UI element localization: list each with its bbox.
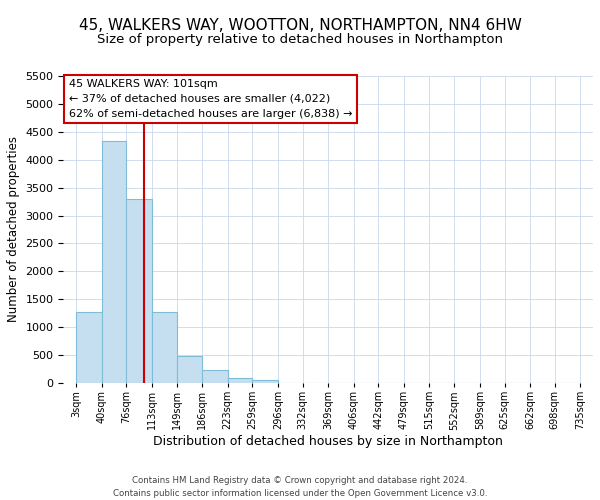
X-axis label: Distribution of detached houses by size in Northampton: Distribution of detached houses by size … bbox=[153, 435, 503, 448]
Y-axis label: Number of detached properties: Number of detached properties bbox=[7, 136, 20, 322]
Bar bbox=[176, 356, 202, 383]
Bar bbox=[127, 200, 152, 383]
Text: Contains HM Land Registry data © Crown copyright and database right 2024.
Contai: Contains HM Land Registry data © Crown c… bbox=[113, 476, 487, 498]
Bar bbox=[227, 378, 253, 383]
Bar bbox=[253, 380, 278, 383]
Text: Size of property relative to detached houses in Northampton: Size of property relative to detached ho… bbox=[97, 32, 503, 46]
Bar bbox=[152, 312, 176, 383]
Bar bbox=[76, 312, 101, 383]
Bar bbox=[202, 370, 227, 383]
Bar bbox=[101, 142, 127, 383]
Text: 45, WALKERS WAY, WOOTTON, NORTHAMPTON, NN4 6HW: 45, WALKERS WAY, WOOTTON, NORTHAMPTON, N… bbox=[79, 18, 521, 32]
Text: 45 WALKERS WAY: 101sqm
← 37% of detached houses are smaller (4,022)
62% of semi-: 45 WALKERS WAY: 101sqm ← 37% of detached… bbox=[68, 79, 352, 118]
